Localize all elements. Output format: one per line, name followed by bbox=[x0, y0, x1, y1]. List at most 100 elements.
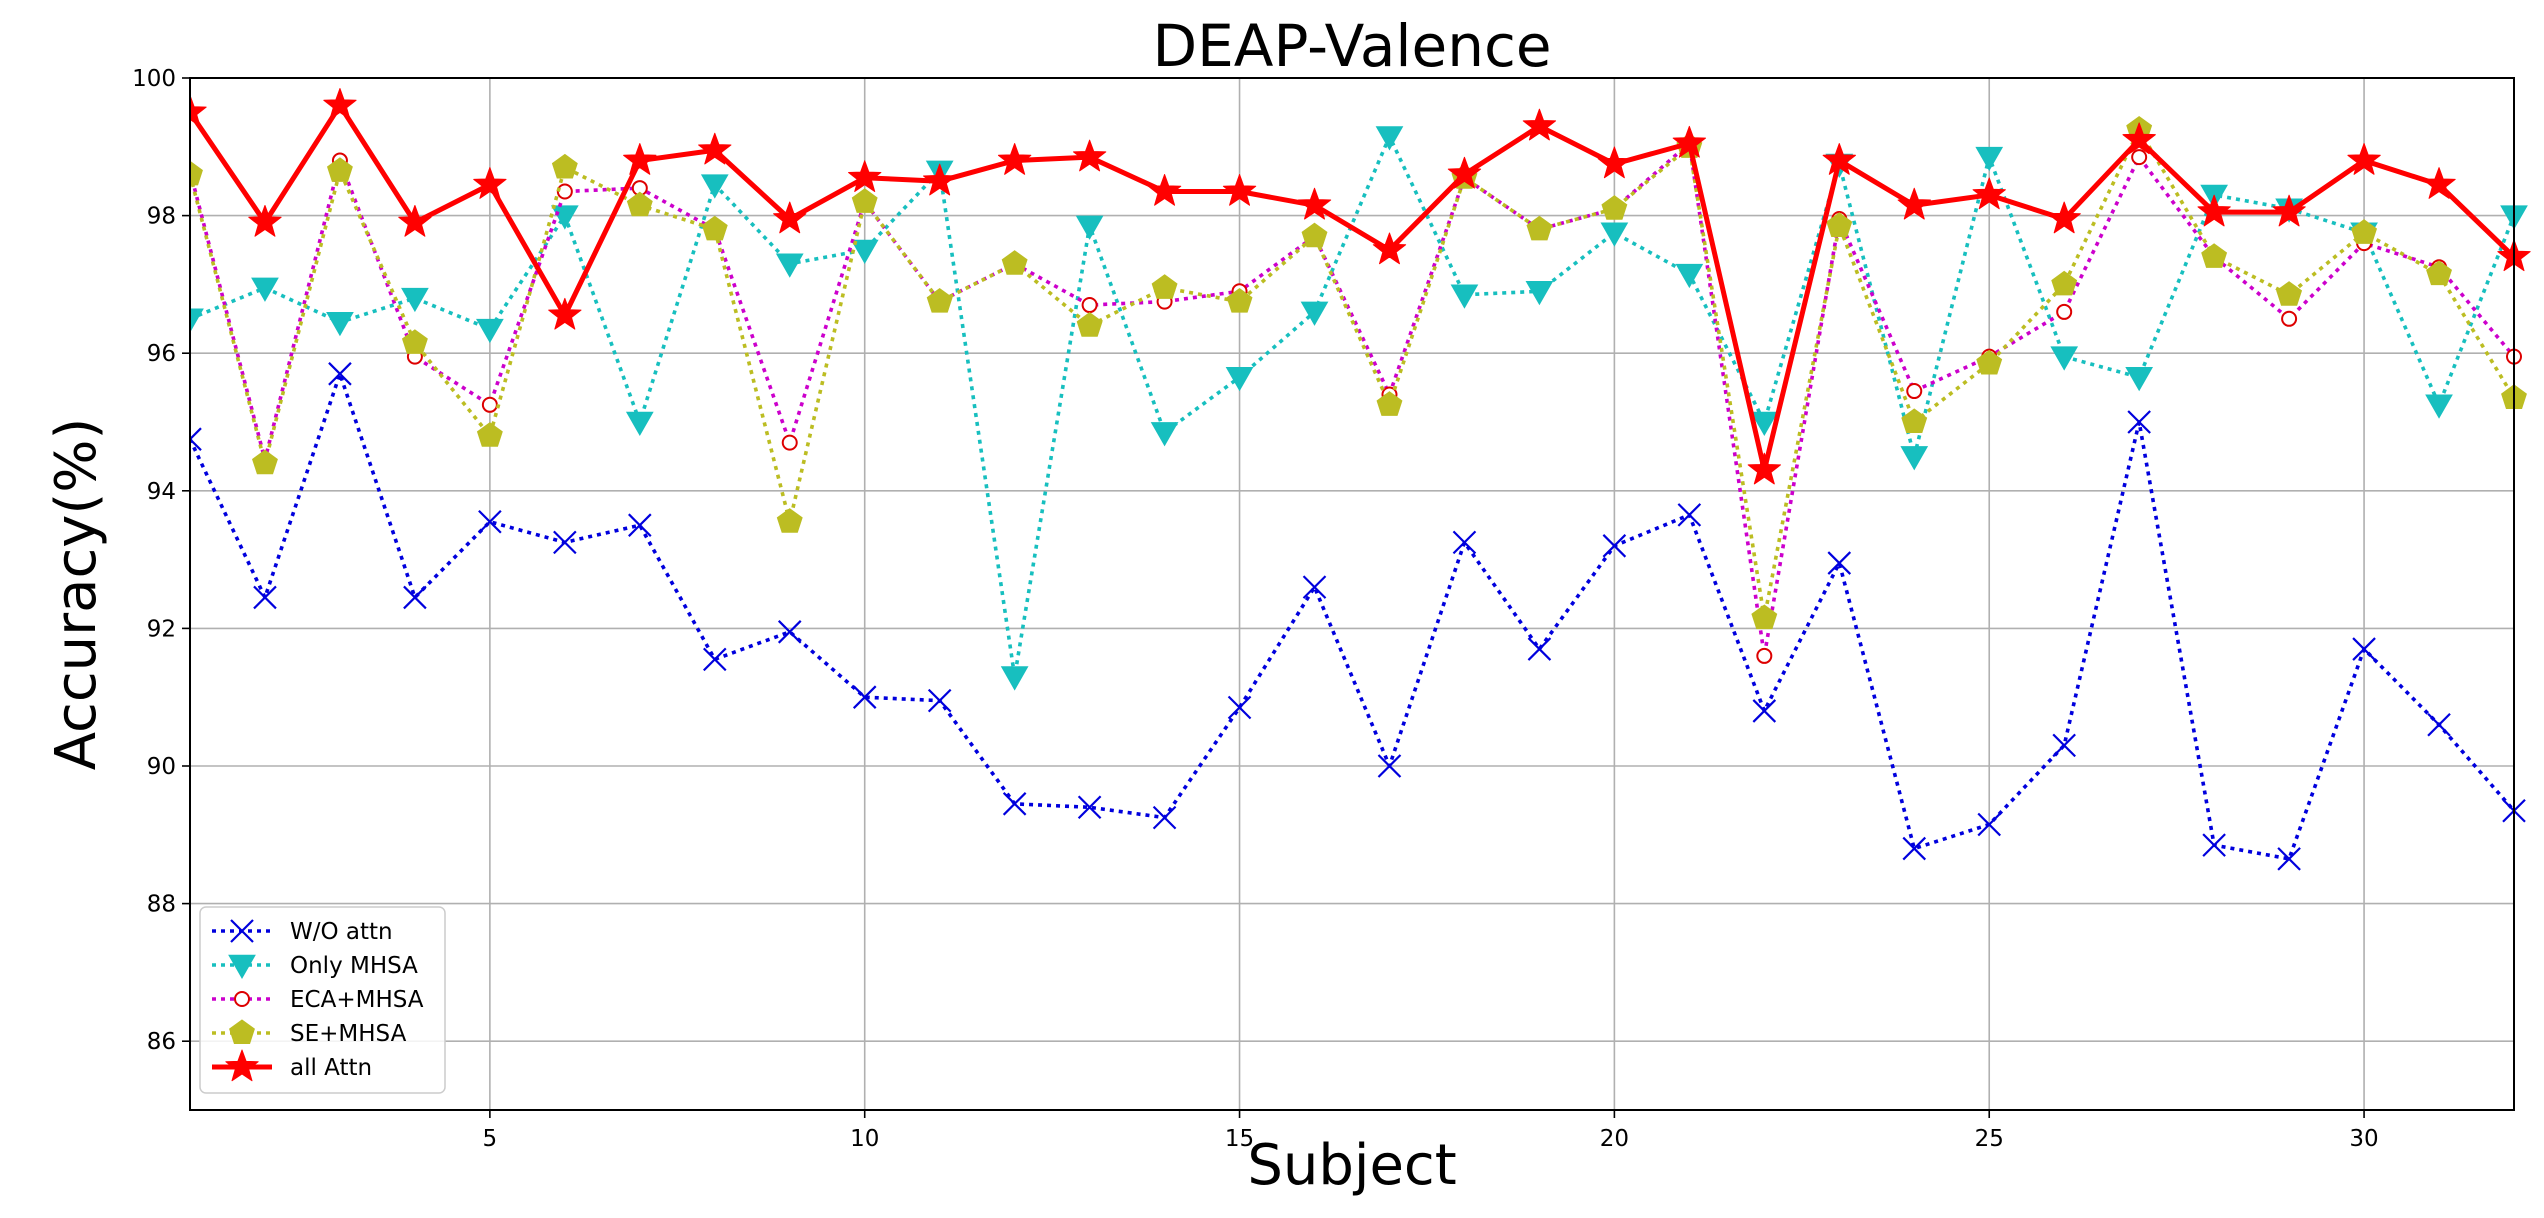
x-tick-label: 30 bbox=[2349, 1126, 2378, 1152]
star-marker bbox=[1447, 156, 1482, 189]
legend-item: Only MHSA bbox=[212, 953, 418, 980]
legend-label: Only MHSA bbox=[290, 953, 418, 979]
pentagon-marker bbox=[476, 422, 503, 447]
pentagon-marker bbox=[1751, 604, 1778, 630]
legend-item: ECA+MHSA bbox=[212, 987, 424, 1013]
triangle-marker bbox=[850, 239, 879, 265]
x-marker bbox=[2127, 410, 2151, 434]
star-marker bbox=[190, 94, 207, 127]
triangle-marker bbox=[1750, 411, 1779, 437]
star-marker bbox=[1897, 187, 1931, 220]
pentagon-marker bbox=[1076, 312, 1103, 337]
legend-label: SE+MHSA bbox=[290, 1021, 407, 1047]
circle-marker bbox=[781, 434, 798, 451]
x-marker bbox=[2277, 847, 2301, 871]
star-marker bbox=[225, 1049, 259, 1082]
y-tick-label: 90 bbox=[147, 754, 176, 780]
pentagon-marker bbox=[1826, 212, 1853, 237]
x-marker bbox=[1077, 795, 1102, 820]
star-marker bbox=[1147, 174, 1182, 206]
x-marker bbox=[253, 585, 277, 610]
x-marker bbox=[1977, 812, 2002, 837]
x-marker bbox=[2052, 733, 2076, 758]
star-marker bbox=[473, 167, 507, 199]
star-marker bbox=[698, 132, 732, 165]
chart-title: DEAP-Valence bbox=[1152, 12, 1551, 80]
x-marker bbox=[927, 688, 952, 713]
triangle-marker bbox=[476, 318, 504, 344]
star-marker bbox=[1297, 187, 1332, 220]
x-marker bbox=[1752, 699, 1777, 723]
x-tick-label: 10 bbox=[850, 1126, 879, 1152]
x-marker bbox=[1602, 534, 1627, 558]
triangle-marker bbox=[326, 311, 354, 337]
x-marker bbox=[328, 362, 352, 386]
series-w-o-attn bbox=[190, 362, 2526, 871]
y-axis-label: Accuracy(%) bbox=[44, 418, 109, 771]
star-marker bbox=[2122, 122, 2156, 155]
x-marker bbox=[1452, 530, 1477, 555]
legend-label: ECA+MHSA bbox=[290, 987, 424, 1013]
pentagon-marker bbox=[926, 287, 953, 313]
triangle-marker bbox=[228, 954, 256, 980]
pentagon-marker bbox=[1301, 222, 1328, 248]
y-tick-label: 96 bbox=[147, 341, 176, 367]
series-layer bbox=[190, 88, 2531, 871]
series-line bbox=[190, 127, 2516, 620]
x-marker bbox=[2352, 637, 2376, 661]
circle-marker bbox=[2131, 149, 2148, 166]
x-marker bbox=[1227, 695, 1252, 720]
pentagon-marker bbox=[1976, 349, 2003, 375]
triangle-marker bbox=[775, 253, 804, 278]
star-marker bbox=[2047, 201, 2081, 234]
x-axis-label: Subject bbox=[1247, 1133, 1456, 1198]
x-marker bbox=[1902, 836, 1927, 861]
triangle-marker bbox=[1975, 146, 2004, 172]
pentagon-marker bbox=[2351, 219, 2378, 244]
star-marker bbox=[248, 204, 282, 237]
triangle-marker bbox=[1600, 222, 1629, 247]
circle-marker bbox=[481, 396, 498, 413]
star-marker bbox=[398, 204, 432, 237]
x-marker bbox=[553, 530, 577, 555]
x-marker bbox=[628, 513, 652, 537]
circle-marker bbox=[556, 183, 573, 200]
triangle-marker bbox=[1225, 367, 1254, 392]
triangle-marker bbox=[1375, 126, 1404, 151]
triangle-marker bbox=[1900, 446, 1929, 471]
x-tick-label: 15 bbox=[1225, 1126, 1254, 1152]
triangle-marker bbox=[1150, 422, 1179, 447]
star-marker bbox=[1372, 232, 1407, 265]
pentagon-marker bbox=[2051, 270, 2078, 296]
triangle-marker bbox=[1300, 301, 1329, 326]
triangle-marker bbox=[1000, 666, 1029, 691]
x-marker bbox=[190, 427, 202, 451]
pentagon-marker bbox=[1376, 391, 1403, 416]
triangle-marker bbox=[2125, 367, 2154, 392]
star-marker bbox=[848, 160, 882, 193]
pentagon-marker bbox=[851, 188, 878, 213]
series-line bbox=[190, 103, 2516, 473]
pentagon-marker bbox=[1226, 287, 1253, 313]
circle-marker bbox=[234, 991, 250, 1007]
star-marker bbox=[1222, 174, 1257, 206]
circle-marker bbox=[1081, 297, 1098, 314]
triangle-marker bbox=[700, 174, 729, 199]
pentagon-marker bbox=[1151, 274, 1178, 299]
pentagon-marker bbox=[252, 449, 278, 475]
triangle-marker bbox=[1075, 215, 1104, 240]
circle-marker bbox=[1756, 647, 1773, 664]
ticks: 5 10 15 20 25 30 86 88 90 92 94 96 98 100 bbox=[132, 66, 2379, 1152]
pentagon-marker bbox=[1526, 215, 1553, 241]
x-tick-label: 25 bbox=[1975, 1126, 2004, 1152]
star-marker bbox=[323, 88, 357, 120]
pentagon-marker bbox=[326, 157, 353, 182]
x-marker bbox=[1677, 503, 1702, 527]
pentagon-marker bbox=[626, 191, 653, 217]
x-marker bbox=[1377, 754, 1402, 778]
pentagon-marker bbox=[2276, 281, 2303, 306]
star-marker bbox=[1747, 452, 1781, 485]
x-marker bbox=[1827, 551, 1852, 575]
pentagon-marker bbox=[2201, 243, 2228, 268]
y-tick-label: 92 bbox=[147, 616, 176, 642]
